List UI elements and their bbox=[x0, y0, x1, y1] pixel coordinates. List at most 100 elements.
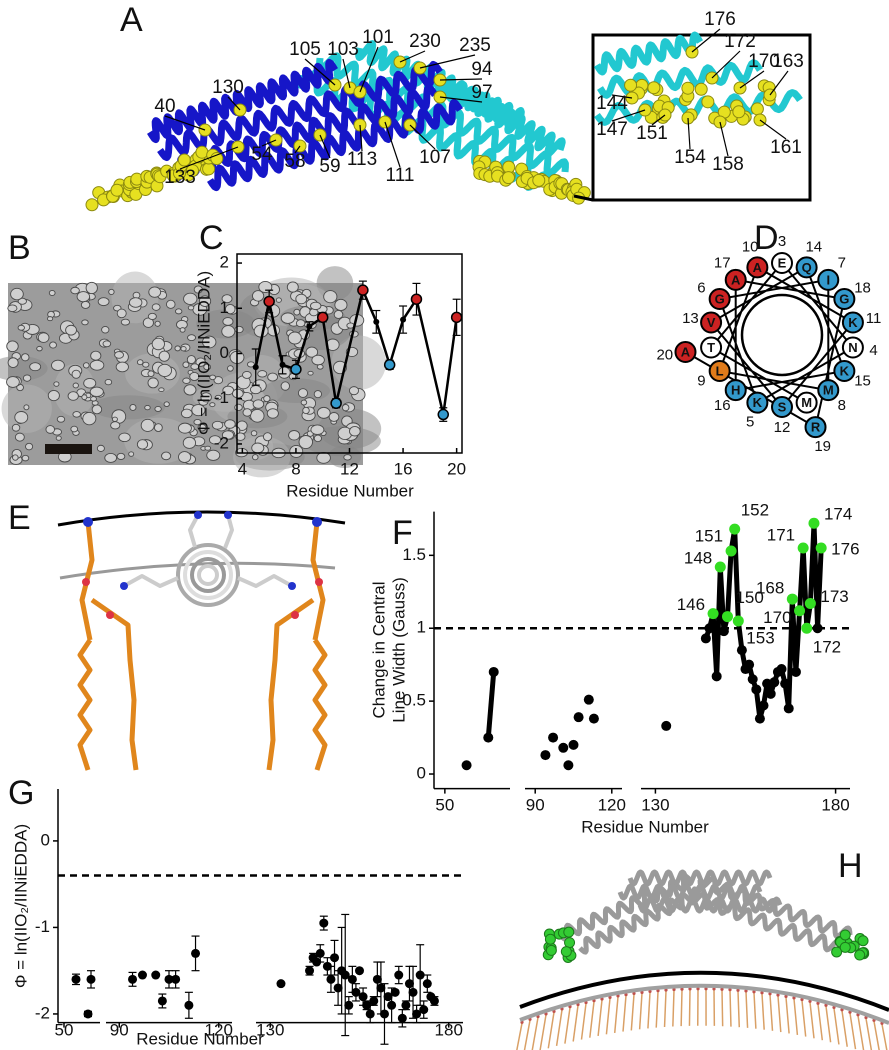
particle bbox=[128, 451, 135, 457]
data-point bbox=[769, 677, 780, 688]
particle bbox=[198, 295, 212, 308]
lipid-tail bbox=[833, 1008, 840, 1045]
residue-label: 235 bbox=[459, 35, 491, 56]
particle bbox=[343, 454, 352, 461]
point-annotation: 174 bbox=[824, 505, 852, 524]
residue-label: 130 bbox=[212, 77, 244, 98]
data-point bbox=[137, 970, 147, 980]
lipid-head bbox=[624, 992, 628, 997]
particle bbox=[140, 418, 155, 432]
data-point bbox=[358, 992, 368, 1002]
point-annotation: 173 bbox=[820, 587, 848, 606]
particle bbox=[6, 376, 20, 388]
particle bbox=[191, 404, 206, 417]
helix bbox=[207, 98, 463, 192]
particle bbox=[333, 310, 344, 319]
lipid-tail bbox=[745, 991, 749, 1028]
lipid-head bbox=[688, 987, 692, 991]
data-point bbox=[721, 611, 733, 623]
particle bbox=[221, 430, 235, 440]
particle bbox=[262, 432, 273, 442]
lipid-tail bbox=[523, 1020, 531, 1050]
particle bbox=[280, 381, 290, 391]
particle bbox=[97, 297, 110, 307]
particle bbox=[209, 402, 216, 408]
particle bbox=[96, 444, 105, 452]
particle bbox=[213, 376, 224, 385]
residue-label: 154 bbox=[674, 147, 706, 168]
particle bbox=[251, 290, 265, 302]
particle bbox=[147, 370, 155, 377]
lipid-tail bbox=[539, 1014, 547, 1050]
particle bbox=[23, 404, 30, 411]
particle bbox=[56, 415, 66, 423]
residue-letter: M bbox=[801, 395, 812, 410]
particle bbox=[311, 354, 325, 366]
leader-line bbox=[719, 121, 729, 157]
panel-b-micrograph bbox=[0, 266, 387, 478]
residue-number: 16 bbox=[714, 397, 731, 414]
x-axis-label: Residue Number bbox=[136, 1029, 264, 1048]
data-point bbox=[376, 983, 386, 993]
residue-letter: K bbox=[848, 315, 858, 330]
residue-number: 15 bbox=[854, 372, 871, 389]
data-point bbox=[394, 970, 404, 980]
particle bbox=[83, 377, 97, 389]
stain-patch bbox=[233, 436, 291, 478]
y-tick-label: 1 bbox=[417, 618, 426, 637]
x-tick-label: 120 bbox=[205, 1020, 233, 1039]
point-annotation: 170 bbox=[763, 608, 791, 627]
x-tick-label: 90 bbox=[110, 1020, 129, 1039]
data-point bbox=[776, 664, 787, 675]
particle bbox=[234, 325, 244, 334]
lipid-tail bbox=[809, 1002, 815, 1039]
particle bbox=[151, 303, 161, 311]
panel-letter: E bbox=[8, 499, 31, 537]
x-tick-label: 180 bbox=[435, 1020, 463, 1039]
particle bbox=[295, 293, 308, 305]
residue-circle bbox=[708, 288, 731, 310]
x-axis-label: Residue Number bbox=[581, 817, 709, 836]
particle bbox=[45, 425, 56, 434]
lipid-head bbox=[664, 988, 668, 992]
particle bbox=[153, 423, 163, 432]
particle bbox=[89, 386, 104, 397]
lipid-head bbox=[760, 991, 764, 995]
particle bbox=[157, 363, 173, 377]
residue-label: 54 bbox=[251, 144, 273, 165]
residue-label: 133 bbox=[164, 167, 196, 188]
y-tick-label: 2 bbox=[220, 253, 229, 272]
sphere bbox=[532, 173, 546, 187]
particle bbox=[221, 294, 233, 304]
particle bbox=[21, 353, 30, 362]
particle bbox=[204, 445, 212, 451]
lipid-tail bbox=[857, 1015, 865, 1050]
data-point bbox=[797, 542, 809, 554]
data-point bbox=[276, 979, 286, 989]
data-point bbox=[812, 623, 823, 634]
particle bbox=[211, 420, 224, 430]
data-point bbox=[718, 626, 729, 637]
particle bbox=[81, 319, 89, 326]
helix bbox=[637, 896, 783, 914]
residue-number: 8 bbox=[838, 397, 846, 414]
lipid bbox=[77, 517, 139, 771]
particle bbox=[37, 332, 50, 343]
particle bbox=[10, 287, 24, 301]
particle bbox=[17, 297, 27, 305]
residue-label: 113 bbox=[347, 149, 377, 170]
particle bbox=[179, 327, 186, 333]
data-point bbox=[347, 974, 357, 984]
lipid-tail bbox=[580, 1003, 587, 1040]
particle bbox=[305, 346, 319, 358]
residue-number: 11 bbox=[866, 310, 882, 327]
particle bbox=[195, 357, 206, 367]
lipid-tail bbox=[721, 990, 724, 1027]
particle bbox=[349, 426, 361, 437]
residue-letter: R bbox=[811, 420, 821, 435]
data-point bbox=[128, 974, 138, 984]
particle bbox=[297, 388, 309, 398]
particle bbox=[12, 454, 19, 461]
particle bbox=[316, 406, 331, 419]
sphere bbox=[839, 941, 851, 953]
